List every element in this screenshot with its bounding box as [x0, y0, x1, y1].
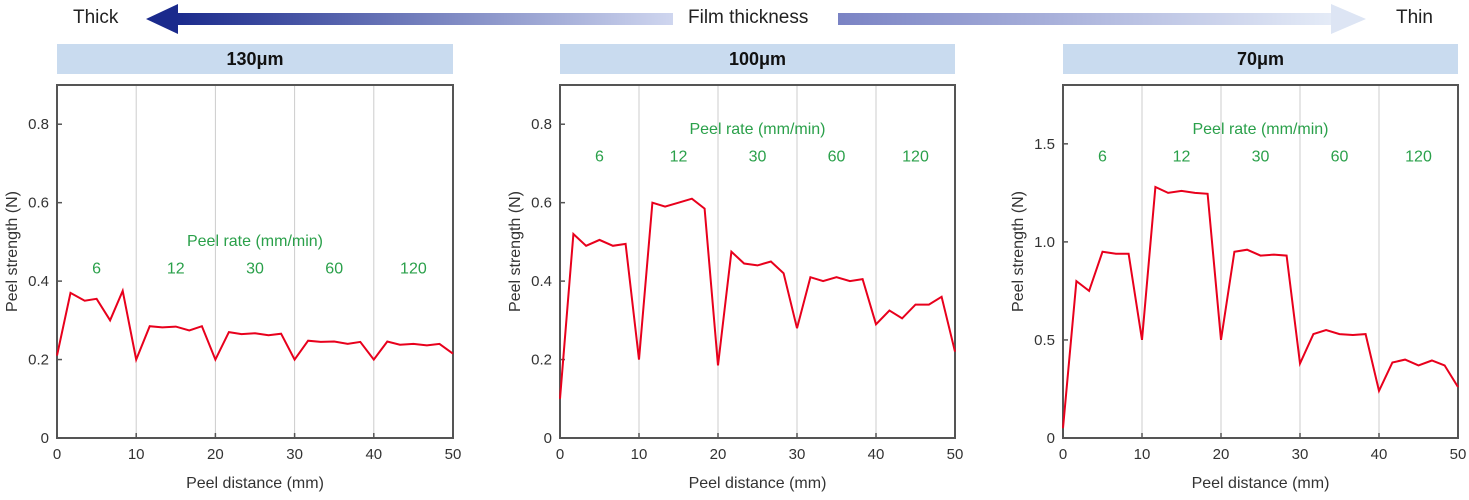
peel-rate-value: 12: [167, 260, 185, 277]
film-thickness-label: Film thickness: [688, 7, 809, 28]
thick-label: Thick: [73, 7, 119, 28]
x-axis-label: Peel distance (mm): [1192, 475, 1330, 492]
x-tick-label: 30: [1292, 446, 1309, 463]
y-tick-label: 0.5: [1034, 332, 1055, 349]
peel-rate-value: 60: [1331, 149, 1349, 166]
peel-rate-value: 6: [595, 149, 604, 166]
banner-70um: 70μm: [1063, 44, 1458, 74]
peel-rate-label: Peel rate (mm/min): [689, 121, 825, 138]
plot-frame: [1062, 84, 1459, 439]
arrow-right-head: [1331, 4, 1366, 34]
x-tick-label: 50: [947, 446, 964, 463]
peel-rate-value: 12: [670, 149, 688, 166]
x-tick-label: 50: [445, 446, 462, 463]
thin-label: Thin: [1396, 7, 1433, 28]
y-tick-label: 0.2: [531, 352, 552, 369]
y-tick-label: 0: [544, 430, 552, 447]
series-line: [1062, 185, 1459, 429]
x-axis-label: Peel distance (mm): [186, 475, 324, 492]
y-tick-label: 0.6: [531, 195, 552, 212]
thickness-header: Thick Film thickness Thin: [0, 0, 1469, 40]
y-axis-label: Peel strength (N): [507, 191, 524, 312]
arrow-right-shaft: [838, 13, 1331, 25]
peel-rate-value: 6: [92, 260, 101, 277]
series-line: [559, 197, 956, 399]
plot-frame: [56, 84, 454, 439]
x-tick-label: 30: [286, 446, 303, 463]
arrow-left-head: [146, 4, 178, 34]
x-tick-label: 10: [128, 446, 145, 463]
peel-rate-value: 30: [1252, 149, 1270, 166]
x-tick-label: 50: [1450, 446, 1467, 463]
peel-rate-value: 30: [246, 260, 264, 277]
banner-130um: 130μm: [57, 44, 453, 74]
x-tick-label: 40: [365, 446, 382, 463]
x-tick-label: 40: [868, 446, 885, 463]
peel-rate-value: 120: [400, 260, 427, 277]
peel-rate-value: 120: [902, 149, 929, 166]
x-tick-label: 0: [1059, 446, 1067, 463]
y-tick-label: 0.8: [531, 116, 552, 133]
x-tick-label: 20: [710, 446, 727, 463]
y-tick-label: 0.8: [28, 116, 49, 133]
x-tick-label: 10: [1134, 446, 1151, 463]
series-line: [56, 287, 454, 364]
y-tick-label: 0: [41, 430, 49, 447]
x-tick-label: 20: [1213, 446, 1230, 463]
y-tick-label: 1.5: [1034, 136, 1055, 153]
banner-100um: 100μm: [560, 44, 955, 74]
y-axis-label: Peel strength (N): [1010, 191, 1027, 312]
peel-rate-value: 60: [325, 260, 343, 277]
arrow-left-shaft: [176, 13, 673, 25]
peel-rate-value: 120: [1405, 149, 1432, 166]
peel-rate-value: 30: [749, 149, 767, 166]
y-tick-label: 0.4: [531, 273, 552, 290]
thickness-arrow: [146, 4, 1366, 34]
peel-rate-value: 12: [1173, 149, 1191, 166]
y-tick-label: 0.6: [28, 195, 49, 212]
peel-rate-value: 6: [1098, 149, 1107, 166]
y-tick-label: 0.2: [28, 352, 49, 369]
x-tick-label: 0: [53, 446, 61, 463]
peel-rate-value: 60: [828, 149, 846, 166]
x-tick-label: 30: [789, 446, 806, 463]
y-tick-label: 0: [1047, 430, 1055, 447]
peel-rate-label: Peel rate (mm/min): [187, 233, 323, 250]
chart-1: 0 10 20 30 40 50 0 0.2 0.4 0.6 0.8 Peel distance (m…: [507, 84, 964, 492]
x-axis-label: Peel distance (mm): [689, 475, 827, 492]
y-tick-label: 0.4: [28, 273, 49, 290]
x-tick-label: 0: [556, 446, 564, 463]
y-tick-label: 1.0: [1034, 234, 1055, 251]
x-tick-label: 10: [631, 446, 648, 463]
y-axis-label: Peel strength (N): [4, 191, 21, 312]
chart-2: 0 10 20 30 40 50 0 0.5 1.0 1.5 Peel distance (mm) P…: [1010, 84, 1467, 492]
x-tick-label: 20: [207, 446, 224, 463]
peel-rate-label: Peel rate (mm/min): [1192, 121, 1328, 138]
plot-frame: [559, 84, 956, 439]
chart-0: 0 10 20 30 40 50 0 0.2 0.4 0.6 0.8 Peel distance (m…: [4, 84, 462, 492]
x-tick-label: 40: [1371, 446, 1388, 463]
